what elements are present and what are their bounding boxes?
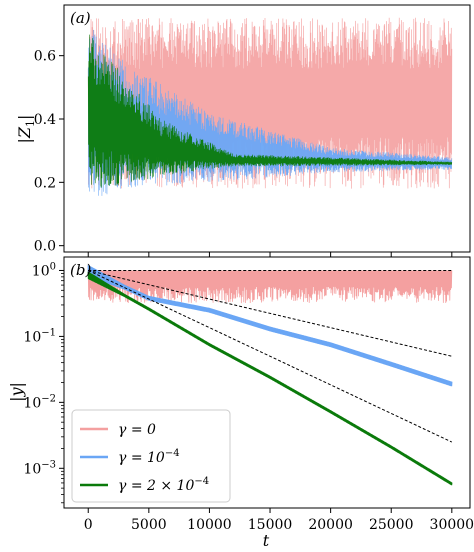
y-tick-label: 0.4 [34, 112, 56, 128]
series-2-line [87, 271, 453, 486]
legend-label: γ = 2 × 10−4 [118, 476, 209, 494]
x-tick-label: 15000 [248, 517, 293, 533]
y-tick-label: 10−2 [23, 393, 56, 411]
y-tick-label: 100 [32, 261, 56, 279]
y-tick-label: 10−1 [23, 327, 56, 345]
x-tick-label: 0 [84, 517, 93, 533]
reference-line-5 [88, 270, 453, 443]
panel-b-label: (b) [70, 261, 91, 279]
x-tick-label: 25000 [369, 517, 414, 533]
panel-a-label: (a) [70, 9, 91, 27]
series-0-line [87, 270, 453, 304]
y-tick-label: 0.2 [34, 175, 56, 191]
panel-b-x-axis: 0 5000 10000 15000 20000 25000 30000 [84, 508, 474, 533]
series-2-line [87, 34, 453, 188]
panel-a-y-axis: 0.0 0.2 0.4 0.6 [34, 49, 453, 257]
legend-box [71, 409, 231, 503]
svg-text:|Z1|: |Z1| [15, 115, 37, 144]
panel-b-plot-area [87, 265, 453, 486]
legend-label: γ = 10−4 [118, 448, 180, 466]
legend: γ = 0 γ = 10−4 γ = 2 × 10−4 [71, 409, 231, 503]
series-1-line [87, 265, 453, 387]
x-tick-label: 5000 [131, 517, 167, 533]
panel-a-ylabel: |Z1| [15, 115, 37, 144]
panel-a: 0.0 0.2 0.4 0.6 (a) |Z1| [15, 4, 471, 257]
panel-b: 100 10−1 10−2 10−3 0 5000 10000 15000 20000 2500… [7, 256, 474, 550]
y-tick-label: 0.0 [34, 239, 56, 255]
reference-line-4 [88, 269, 452, 357]
x-tick-label: 20000 [308, 517, 353, 533]
legend-label: γ = 0 [118, 422, 156, 438]
panel-b-y-axis: 100 10−1 10−2 10−3 [23, 261, 64, 504]
panel-a-plot-area [87, 17, 453, 196]
y-tick-label: 0.6 [34, 49, 56, 65]
panel-b-xlabel: t [263, 531, 270, 550]
panel-a-frame [63, 4, 471, 253]
y-tick-label: 10−3 [23, 459, 56, 477]
x-tick-label: 30000 [430, 517, 474, 533]
x-tick-label: 10000 [187, 517, 232, 533]
panel-b-ylabel: |y| [7, 382, 26, 402]
